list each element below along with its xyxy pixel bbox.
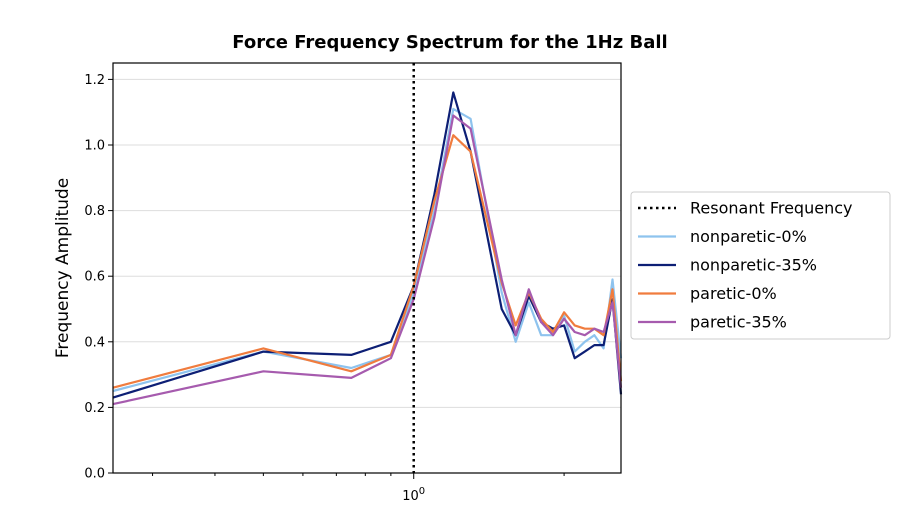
y-axis-ticks: 0.0 0.2 0.4 0.6 0.8 1.0 1.2: [84, 73, 113, 482]
legend-label-3: paretic-0%: [690, 284, 777, 303]
y-tick-label-4: 0.8: [84, 204, 105, 219]
legend-frame: [630, 191, 891, 340]
y-tick-label-2: 0.4: [84, 335, 105, 350]
y-tick-label-0: 0.0: [84, 467, 105, 482]
y-axis-title: Frequency Amplitude: [53, 178, 73, 358]
series-line-paretic-35%: [112, 114, 623, 406]
y-tick-label-1: 0.2: [84, 401, 105, 416]
legend-label-0: Resonant Frequency: [690, 199, 852, 218]
legend-label-2: nonparetic-35%: [690, 256, 817, 275]
chart-title: Force Frequency Spectrum for the 1Hz Bal…: [232, 32, 667, 53]
gridlines: [113, 78, 621, 408]
legend-label-4: paretic-35%: [690, 313, 787, 332]
y-tick-label-5: 1.0: [84, 139, 105, 154]
x-tick-label-0: 100: [402, 486, 425, 504]
legend-label-1: nonparetic-0%: [690, 227, 807, 246]
y-tick-label-6: 1.2: [84, 73, 105, 88]
plot-area-frame: [112, 62, 622, 474]
x-axis-ticks: 100: [152, 473, 565, 504]
legend: Resonant Frequency nonparetic-0% nonpareti…: [630, 191, 891, 340]
y-tick-label-3: 0.6: [84, 270, 105, 285]
plot-series: [112, 91, 623, 406]
